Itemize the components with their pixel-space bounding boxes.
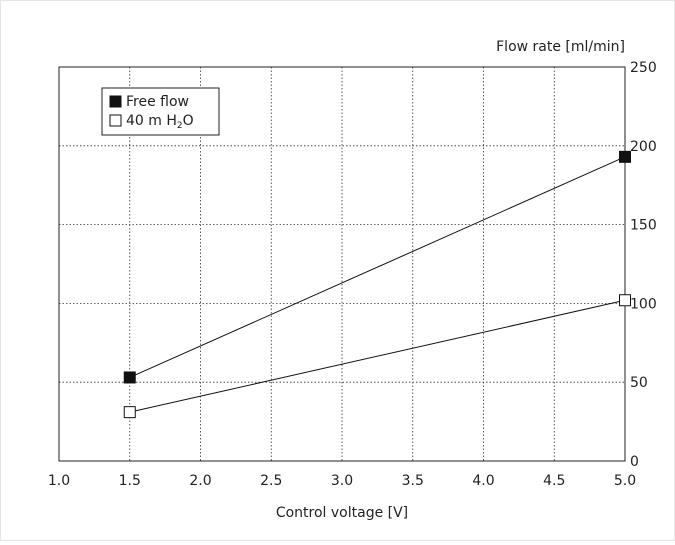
x-tick-labels: 1.0 1.5 2.0 2.5 3.0 3.5 4.0 4.5 5.0 xyxy=(48,473,636,489)
x-tick-label: 3.5 xyxy=(402,473,424,489)
plot-area xyxy=(58,66,626,462)
x-tick-label: 1.0 xyxy=(48,473,70,489)
x-tick-label: 5.0 xyxy=(614,473,636,489)
y-tick-label: 100 xyxy=(630,296,657,312)
series-line-40m-h2o xyxy=(129,299,626,413)
x-tick-label: 3.0 xyxy=(331,473,353,489)
y-tick-label: 50 xyxy=(630,375,648,391)
y-tick-label: 250 xyxy=(630,60,657,76)
series-line-free-flow xyxy=(129,156,626,378)
y-tick-label: 0 xyxy=(630,454,639,470)
data-point xyxy=(619,150,631,163)
y-tick-label: 200 xyxy=(630,139,657,155)
legend-swatch-40m-h2o xyxy=(109,114,122,127)
series-lines xyxy=(129,156,626,413)
y-axis-label: Flow rate [ml/min] xyxy=(496,39,625,55)
y-tick-labels: 0 50 100 150 200 250 xyxy=(630,60,657,470)
x-tick-label: 4.5 xyxy=(543,473,565,489)
series-markers xyxy=(123,150,631,419)
legend-swatch-free-flow xyxy=(109,95,122,108)
data-point xyxy=(123,371,136,384)
x-tick-label: 2.0 xyxy=(189,473,211,489)
legend-box xyxy=(101,87,220,136)
grid-lines xyxy=(59,67,625,461)
x-axis-label: Control voltage [V] xyxy=(276,505,408,521)
x-tick-label: 4.0 xyxy=(472,473,494,489)
legend: Free flow 40 m H2O xyxy=(101,87,220,136)
x-tick-label: 1.5 xyxy=(119,473,141,489)
data-point xyxy=(619,294,631,307)
x-tick-label: 2.5 xyxy=(260,473,282,489)
legend-label-40m-h2o: 40 m H2O xyxy=(126,113,194,131)
y-tick-label: 150 xyxy=(630,218,657,234)
data-point xyxy=(123,406,136,419)
legend-label-free-flow: Free flow xyxy=(126,94,189,110)
